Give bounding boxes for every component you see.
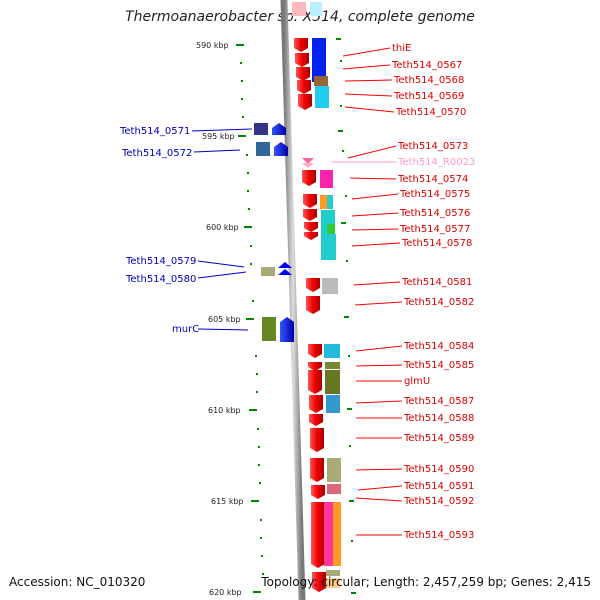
gene-label: Teth514_0588 [403,413,474,424]
gene-0574 [303,194,317,208]
gene-label: Teth514_0569 [393,91,464,102]
gene-0578 [304,232,318,240]
gene-label: Teth514_0573 [397,141,468,152]
gene-0587 [309,395,323,413]
cog-murC [262,317,276,341]
summary-text: Topology: circular; Length: 2,457,259 bp… [261,575,591,589]
gene-label: Teth514_R0023 [397,157,475,168]
gene-label: Teth514_0576 [399,208,470,219]
reverse-genes [254,123,294,342]
gene-label: Teth514_0592 [403,496,474,507]
tick-label-600: 600 kbp [206,223,239,232]
gene-0570 [298,94,312,110]
gene-0573 [302,170,316,186]
rna-gene-R0023-b [302,163,314,168]
gene-bottom [312,572,326,592]
left-gene-labels: Teth514_0571 Teth514_0572 Teth514_0579 T… [119,126,199,335]
right-gene-labels: thiE Teth514_0567 Teth514_0568 Teth514_0… [391,43,475,541]
gene-0591 [311,485,325,499]
gene-label: Teth514_0580 [125,274,196,285]
rna-gene-R0023 [302,158,314,164]
gene-0575 [303,209,317,221]
gene-label: Teth514_0587 [403,396,474,407]
gene-thiE [294,38,308,52]
genome-backbone [280,0,306,600]
tick-label-605: 605 kbp [208,315,241,324]
accession-text: Accession: NC_010320 [9,575,146,589]
gene-0581 [306,278,320,292]
gene-label: Teth514_0581 [401,277,472,288]
tick-label-595: 595 kbp [202,132,235,141]
gene-label: Teth514_0589 [403,433,474,444]
gene-0567 [295,53,309,67]
gene-label: Teth514_0579 [125,256,196,267]
forward-genes [294,38,326,592]
gene-0584 [308,344,322,358]
gene-0568 [296,67,310,81]
gene-label: Teth514_0578 [401,238,472,249]
gene-0579 [278,262,292,268]
tick-label-615: 615 kbp [211,497,244,506]
gene-label: Teth514_0585 [403,360,474,371]
gene-label: Teth514_0567 [391,60,462,71]
gene-label: Teth514_0575 [399,189,470,200]
gene-label: Teth514_0590 [403,464,474,475]
gene-0588 [309,414,323,426]
gene-0589 [310,428,324,452]
gene-label: Teth514_0584 [403,341,474,352]
minor-ticks [240,38,356,594]
cog-color-boxes [312,38,341,588]
partial-gene-top [292,2,306,16]
gene-0590 [310,458,324,482]
gene-label: Teth514_0568 [393,75,464,86]
gene-0572 [274,142,288,156]
map-title: Thermoanaerobacter sp. X514, complete ge… [125,9,475,25]
tick-label-620: 620 kbp [209,588,242,597]
gene-0585 [308,362,322,371]
gene-glmU [308,370,322,394]
gene-0576 [304,222,318,232]
cog-0571 [254,123,268,135]
gene-label: Teth514_0572 [121,148,192,159]
gene-0571 [272,123,286,135]
gene-murC [280,317,294,342]
cog-0579 [261,267,275,276]
tick-label-610: 610 kbp [208,406,241,415]
gene-label: Teth514_0593 [403,530,474,541]
gene-label: murC [172,324,199,335]
gene-label: Teth514_0577 [399,224,470,235]
gene-label: Teth514_0574 [397,174,468,185]
gene-label: Teth514_0571 [119,126,190,137]
gene-label: Teth514_0591 [403,481,474,492]
partial-feature-top [310,2,322,16]
label-connectors [191,47,403,536]
gene-0593 [311,502,325,568]
gene-label: glmU [404,376,430,387]
gene-label: Teth514_0582 [403,297,474,308]
gene-0569 [297,80,311,94]
gene-0580 [278,269,292,275]
tick-marks: 590 kbp 595 kbp 600 kbp 605 kbp 610 kbp … [196,38,356,597]
cog-0572 [256,142,270,156]
gene-label: Teth514_0570 [395,107,466,118]
gene-0582 [306,296,320,314]
tick-label-590: 590 kbp [196,41,229,50]
gene-label: thiE [392,43,411,54]
